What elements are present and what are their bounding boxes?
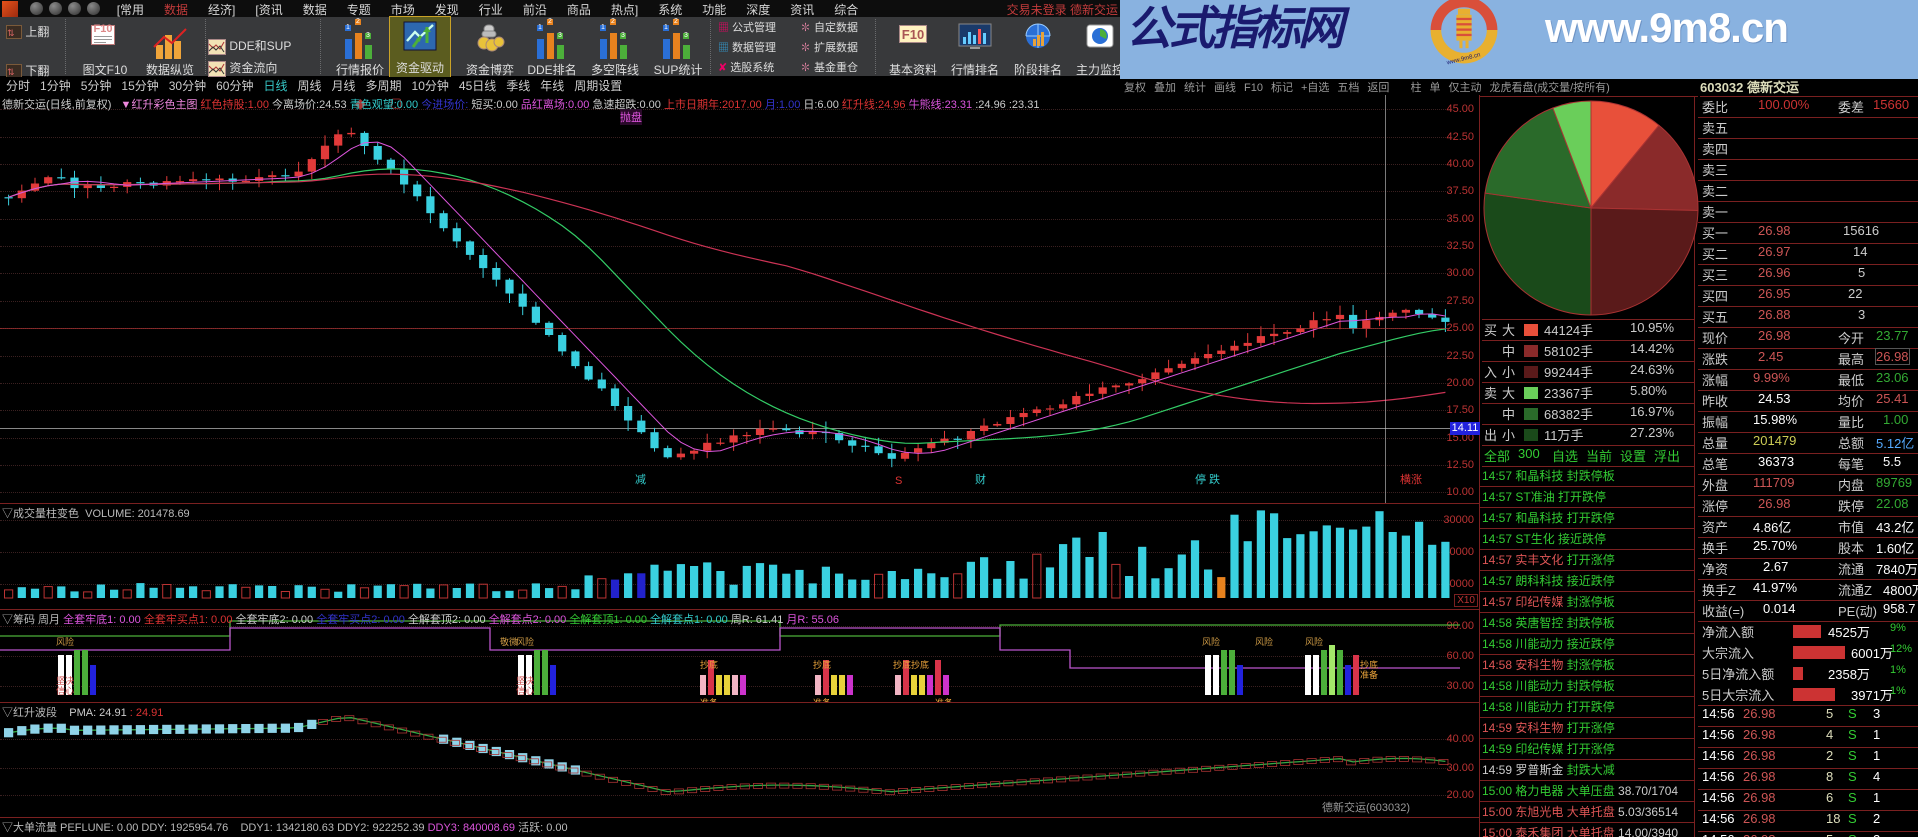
svg-text:抄底: 抄底 <box>813 659 831 670</box>
svg-text:抄底: 抄底 <box>1360 659 1378 670</box>
svg-text:抄底: 抄底 <box>700 659 718 670</box>
svg-text:风险: 风险 <box>1305 636 1323 647</box>
svg-text:风险: 风险 <box>516 636 534 647</box>
svg-text:坚决: 坚决 <box>516 675 534 686</box>
svg-text:坚决: 坚决 <box>56 675 74 686</box>
svg-text:抄底抄底: 抄底抄底 <box>893 659 929 670</box>
svg-text:风险: 风险 <box>56 636 74 647</box>
svg-text:风险: 风险 <box>1202 636 1220 647</box>
svg-text:信心: 信心 <box>516 685 534 696</box>
svg-text:风险: 风险 <box>1255 636 1273 647</box>
svg-text:准备: 准备 <box>1360 669 1378 680</box>
svg-text:信心: 信心 <box>56 685 74 696</box>
